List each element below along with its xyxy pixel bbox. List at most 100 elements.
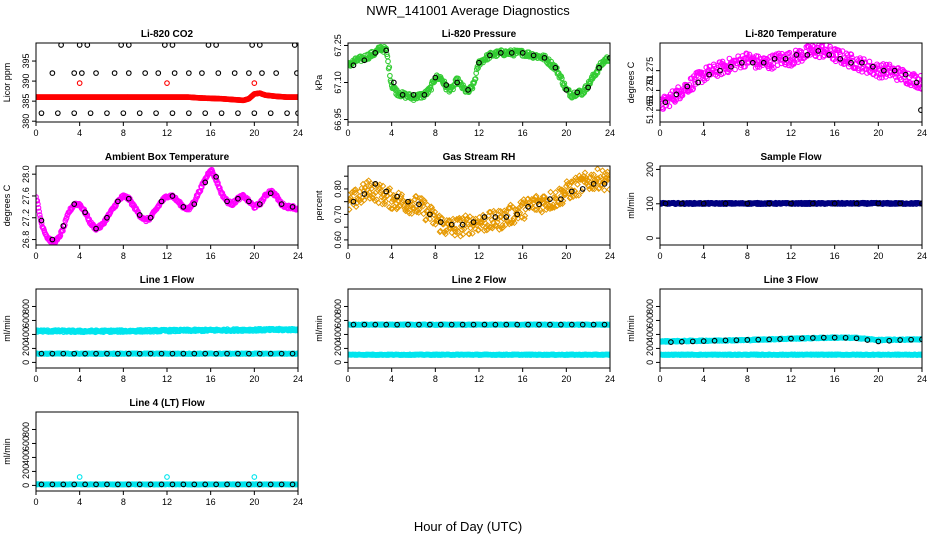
y-tick-label: 66.95: [333, 108, 343, 131]
data-point: [121, 111, 126, 116]
data-point: [143, 71, 148, 76]
x-tick-label: 8: [745, 251, 750, 261]
data-point: [595, 166, 600, 171]
y-tick-label: 28.0: [21, 165, 31, 183]
x-tick-label: 16: [830, 128, 840, 138]
panel-ylabel: degrees C: [2, 184, 12, 226]
y-tick-label: 51.275: [645, 57, 655, 85]
panel-ylabel: percent: [314, 190, 324, 221]
plot-frame: [348, 166, 610, 245]
data-point: [80, 71, 85, 76]
x-tick-label: 8: [433, 128, 438, 138]
data-point: [187, 111, 192, 116]
data-point: [347, 207, 352, 212]
chart-panel: Ambient Box Temperature degrees C 0 4 8 12 16 2…: [2, 152, 303, 261]
x-tick-label: 16: [206, 251, 216, 261]
data-point: [600, 168, 605, 173]
x-tick-label: 24: [605, 374, 615, 384]
panel-ylabel: Licor ppm: [2, 63, 12, 103]
data-point: [112, 71, 117, 76]
data-point: [156, 71, 161, 76]
x-tick-label: 12: [786, 128, 796, 138]
x-tick-label: 8: [433, 374, 438, 384]
x-tick-label: 20: [561, 251, 571, 261]
y-tick-label: 67.25: [333, 34, 343, 57]
data-point: [295, 71, 300, 76]
panel-title: Ambient Box Temperature: [105, 152, 230, 163]
panel-title: Sample Flow: [760, 152, 821, 163]
y-tick-label: 0: [21, 360, 31, 365]
panel-data: [346, 322, 613, 357]
x-tick-label: 16: [206, 374, 216, 384]
y-tick-label: 200: [21, 341, 31, 356]
x-tick-label: 20: [561, 374, 571, 384]
x-tick-label: 8: [121, 251, 126, 261]
x-tick-label: 16: [518, 374, 528, 384]
x-tick-label: 4: [389, 128, 394, 138]
x-tick-label: 0: [33, 374, 38, 384]
x-tick-label: 24: [605, 128, 615, 138]
data-point: [105, 111, 110, 116]
y-tick-label: 600: [21, 313, 31, 328]
data-point: [39, 111, 44, 116]
y-tick-label: 0: [645, 236, 655, 241]
data-point: [72, 111, 77, 116]
panel-ylabel: ml/min: [626, 315, 636, 342]
data-point: [285, 111, 290, 116]
data-point: [94, 71, 99, 76]
panel-ylabel: kPa: [314, 75, 324, 91]
data-point: [219, 111, 224, 116]
data-point: [232, 71, 237, 76]
y-tick-label: 395: [21, 54, 31, 69]
panel-title: Li-820 CO2: [141, 29, 194, 40]
x-tick-label: 4: [77, 128, 82, 138]
data-point: [170, 111, 175, 116]
panel-data: [658, 200, 925, 206]
panel-data: [346, 44, 613, 102]
data-point: [200, 71, 205, 76]
y-tick-label: 0: [333, 360, 343, 365]
x-tick-label: 0: [33, 128, 38, 138]
panel-title: Line 3 Flow: [764, 275, 819, 286]
x-tick-label: 0: [657, 251, 662, 261]
data-point: [252, 111, 257, 116]
x-tick-label: 0: [345, 251, 350, 261]
x-tick-label: 4: [389, 374, 394, 384]
x-tick-label: 12: [162, 128, 172, 138]
x-tick-label: 4: [77, 374, 82, 384]
x-tick-label: 12: [162, 251, 172, 261]
panel-ylabel: ml/min: [626, 192, 636, 219]
data-point: [137, 111, 142, 116]
x-tick-label: 12: [162, 374, 172, 384]
data-point: [236, 111, 241, 116]
x-tick-label: 16: [518, 251, 528, 261]
figure-title: NWR_141001 Average Diagnostics: [366, 3, 570, 18]
y-tick-label: 390: [21, 74, 31, 89]
y-tick-label: 400: [21, 327, 31, 342]
x-tick-label: 24: [293, 251, 303, 261]
panel-title: Line 2 Flow: [452, 275, 507, 286]
panel-ylabel: ml/min: [314, 315, 324, 342]
y-tick-label: 380: [21, 114, 31, 129]
panel-ylabel: ml/min: [2, 315, 12, 342]
x-tick-label: 8: [745, 128, 750, 138]
y-tick-label: 400: [333, 327, 343, 342]
x-tick-label: 20: [249, 374, 259, 384]
x-tick-label: 0: [33, 251, 38, 261]
panel-title: Line 1 Flow: [140, 275, 195, 286]
figure-xlabel: Hour of Day (UTC): [414, 519, 522, 534]
y-tick-label: 26.8: [21, 231, 31, 249]
x-tick-label: 12: [474, 128, 484, 138]
panel-ylabel: degrees C: [626, 61, 636, 103]
panel-title: Gas Stream RH: [443, 152, 516, 163]
y-tick-label: 200: [645, 162, 655, 177]
x-tick-label: 4: [701, 251, 706, 261]
x-tick-label: 4: [77, 251, 82, 261]
x-tick-label: 20: [249, 251, 259, 261]
data-point: [260, 71, 265, 76]
